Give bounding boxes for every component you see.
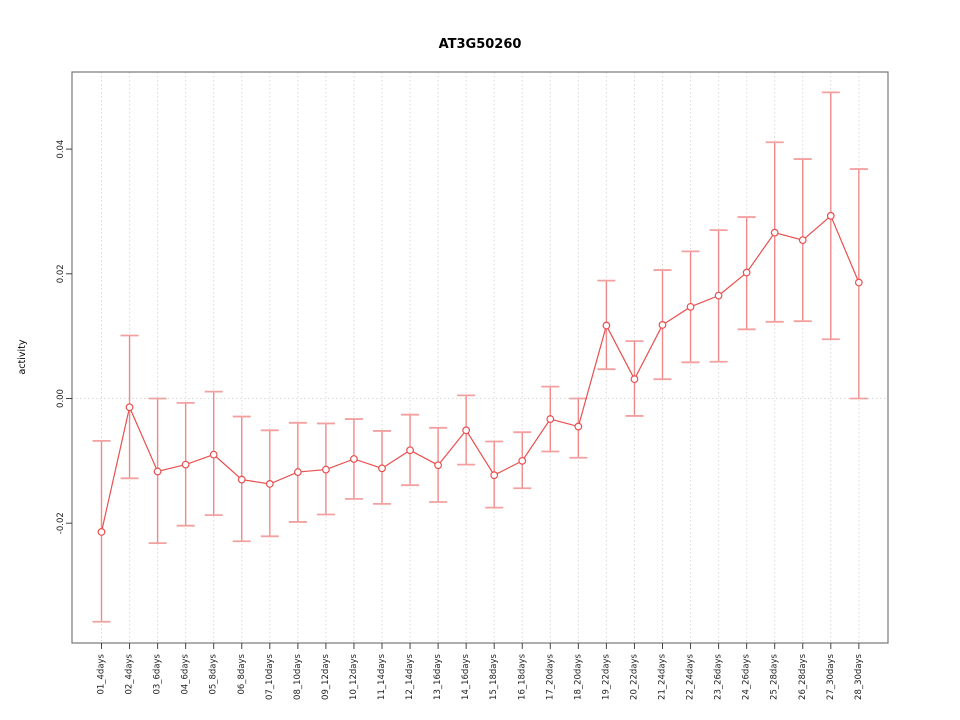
x-tick-label: 15_18days bbox=[489, 653, 499, 700]
data-point bbox=[322, 465, 330, 474]
y-axis-label: activity bbox=[17, 339, 28, 374]
x-tick-label: 16_18days bbox=[517, 653, 527, 700]
x-tick-label: 13_16days bbox=[433, 653, 443, 700]
data-point bbox=[462, 426, 471, 435]
data-point bbox=[350, 455, 358, 463]
x-tick-label: 19_22days bbox=[601, 653, 611, 700]
x-tick-label: 18_20days bbox=[573, 653, 583, 700]
data-point bbox=[714, 291, 723, 300]
x-tick-label: 08_10days bbox=[293, 653, 303, 700]
data-line bbox=[100, 214, 860, 533]
x-tick-label: 03_6days bbox=[153, 653, 163, 694]
data-point bbox=[434, 461, 443, 470]
x-tick-label: 26_28days bbox=[798, 653, 808, 700]
data-point bbox=[265, 480, 274, 488]
x-tick-label: 07_10days bbox=[265, 653, 275, 700]
x-tick-label: 02_4days bbox=[125, 653, 135, 694]
data-point bbox=[742, 268, 751, 277]
data-point bbox=[854, 278, 863, 287]
x-tick-label: 25_28days bbox=[770, 653, 780, 700]
data-point bbox=[630, 375, 639, 384]
x-tick-label: 12_14days bbox=[405, 653, 415, 700]
y-axis: -0.02 0.00 0.02 0.04 bbox=[56, 140, 72, 534]
x-tick-label: 14_16days bbox=[461, 653, 471, 700]
x-tick-label: 10_12days bbox=[349, 653, 359, 700]
y-tick-label: 0.00 bbox=[56, 389, 66, 408]
data-point bbox=[125, 403, 134, 412]
data-point bbox=[602, 321, 611, 330]
data-point bbox=[97, 528, 106, 536]
x-tick-label: 01_4days bbox=[97, 653, 107, 694]
data-point bbox=[546, 415, 555, 423]
data-point bbox=[237, 475, 246, 484]
x-tick-label: 23_26days bbox=[714, 653, 724, 700]
data-point bbox=[406, 446, 414, 455]
x-tick-label: 06_8days bbox=[237, 653, 247, 694]
data-point bbox=[658, 321, 667, 329]
x-tick-label: 27_30days bbox=[826, 653, 836, 700]
data-point bbox=[574, 422, 583, 431]
data-point bbox=[826, 211, 835, 220]
x-tick-label: 24_26days bbox=[742, 653, 752, 700]
x-axis: 01_4days 02_4days 03_6days 04_6days 05_8days… bbox=[97, 643, 864, 700]
data-point bbox=[209, 450, 218, 459]
data-point bbox=[153, 467, 162, 476]
y-tick-label: 0.02 bbox=[56, 264, 66, 283]
data-point bbox=[770, 228, 779, 237]
x-tick-label: 21_24days bbox=[658, 653, 668, 700]
x-tick-label: 04_6days bbox=[181, 653, 191, 694]
y-tick-label: 0.04 bbox=[56, 140, 66, 159]
x-tick-label: 28_30days bbox=[854, 653, 864, 700]
data-point bbox=[518, 456, 527, 465]
data-point bbox=[490, 471, 499, 480]
x-tick-label: 20_22days bbox=[629, 653, 639, 700]
x-tick-label: 05_8days bbox=[209, 653, 219, 694]
y-tick-label: -0.02 bbox=[56, 512, 66, 534]
data-point bbox=[378, 464, 386, 473]
x-tick-label: 11_14days bbox=[377, 653, 387, 700]
data-point bbox=[181, 460, 190, 469]
data-points bbox=[97, 211, 863, 536]
data-point bbox=[293, 468, 302, 476]
chart-title: AT3G50260 bbox=[439, 37, 522, 52]
plot-box bbox=[71, 71, 889, 644]
gridlines bbox=[72, 72, 888, 643]
data-point bbox=[798, 236, 807, 245]
data-point bbox=[686, 302, 695, 311]
x-tick-label: 17_20days bbox=[545, 653, 555, 700]
error-bars bbox=[92, 91, 868, 623]
x-tick-label: 09_12days bbox=[321, 653, 331, 700]
x-tick-label: 22_24days bbox=[686, 653, 696, 700]
